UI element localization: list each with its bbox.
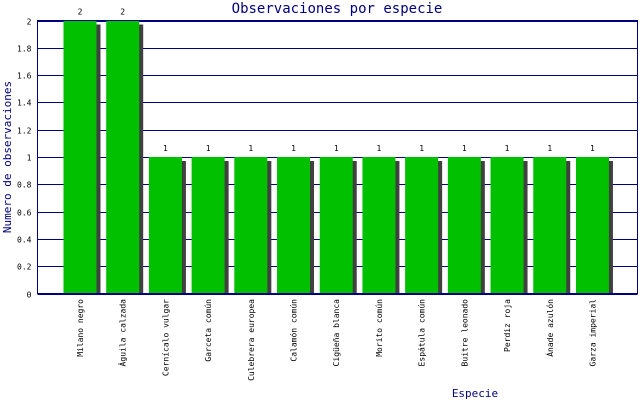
value-label: 1 — [505, 144, 510, 153]
y-tick-label: 0.2 — [17, 263, 32, 272]
y-tick-label: 2 — [27, 18, 32, 27]
y-tick-label: 1.2 — [17, 127, 32, 136]
value-label: 1 — [334, 144, 339, 153]
bar — [63, 20, 97, 294]
value-label: 2 — [120, 8, 125, 17]
value-label: 2 — [78, 8, 83, 17]
bar — [362, 157, 396, 294]
value-label: 1 — [590, 144, 595, 153]
y-tick-label: 0 — [27, 291, 32, 300]
value-label: 1 — [206, 144, 211, 153]
x-category-label: Cigüeña blanca — [332, 299, 341, 367]
plot-frame — [37, 20, 638, 294]
y-tick-label: 1.4 — [17, 99, 32, 108]
x-category-label: Ánade azulón — [544, 299, 555, 357]
value-label: 1 — [291, 144, 296, 153]
y-tick-label: 1.6 — [17, 72, 32, 81]
x-category-label: Espátula común — [418, 299, 427, 367]
x-axis-labels: Milano negro Águila calzada Cernícalo vulg… — [76, 299, 597, 381]
bars — [63, 20, 609, 294]
x-category-label: Garceta común — [204, 299, 213, 362]
x-category-label: Culebrera europea — [247, 299, 256, 381]
bar — [191, 157, 225, 294]
value-label: 1 — [163, 144, 168, 153]
value-label: 1 — [547, 144, 552, 153]
value-labels: 2 2 1 1 1 1 1 1 1 1 1 1 1 — [78, 8, 595, 154]
bar — [277, 157, 311, 294]
bar — [319, 157, 353, 294]
bar — [405, 157, 439, 294]
x-axis-title: Especie — [452, 387, 498, 400]
y-tick-label: 0.4 — [17, 236, 32, 245]
bar — [106, 20, 140, 294]
x-category-label: Cernícalo vulgar — [161, 299, 170, 376]
bar — [490, 157, 524, 294]
bar — [148, 157, 182, 294]
x-category-label: Milano negro — [76, 299, 85, 357]
y-axis-title: Numero de observaciones — [1, 81, 14, 233]
chart-title: Observaciones por especie — [232, 1, 443, 17]
bar — [575, 157, 609, 294]
bar — [533, 157, 567, 294]
y-tick-label: 1.8 — [17, 45, 32, 54]
y-tick-label: 1 — [27, 154, 32, 163]
value-label: 1 — [248, 144, 253, 153]
bar — [447, 157, 481, 294]
x-category-label: Morito común — [375, 299, 384, 357]
y-axis-ticks: 0 0.2 0.4 0.6 0.8 1 1.2 1.4 1.6 1.8 2 — [17, 18, 32, 300]
y-tick-label: 0.8 — [17, 181, 32, 190]
x-category-label: Perdiz roja — [503, 299, 512, 352]
x-category-label: Buitre leonado — [460, 299, 469, 367]
value-label: 1 — [419, 144, 424, 153]
x-category-label: Calamón común — [289, 299, 299, 362]
bar — [234, 157, 268, 294]
y-tick-label: 0.6 — [17, 209, 32, 218]
x-category-label: Águila calzada — [117, 299, 128, 367]
x-category-label: Garza imperial — [588, 299, 597, 367]
value-label: 1 — [462, 144, 467, 153]
value-label: 1 — [377, 144, 382, 153]
